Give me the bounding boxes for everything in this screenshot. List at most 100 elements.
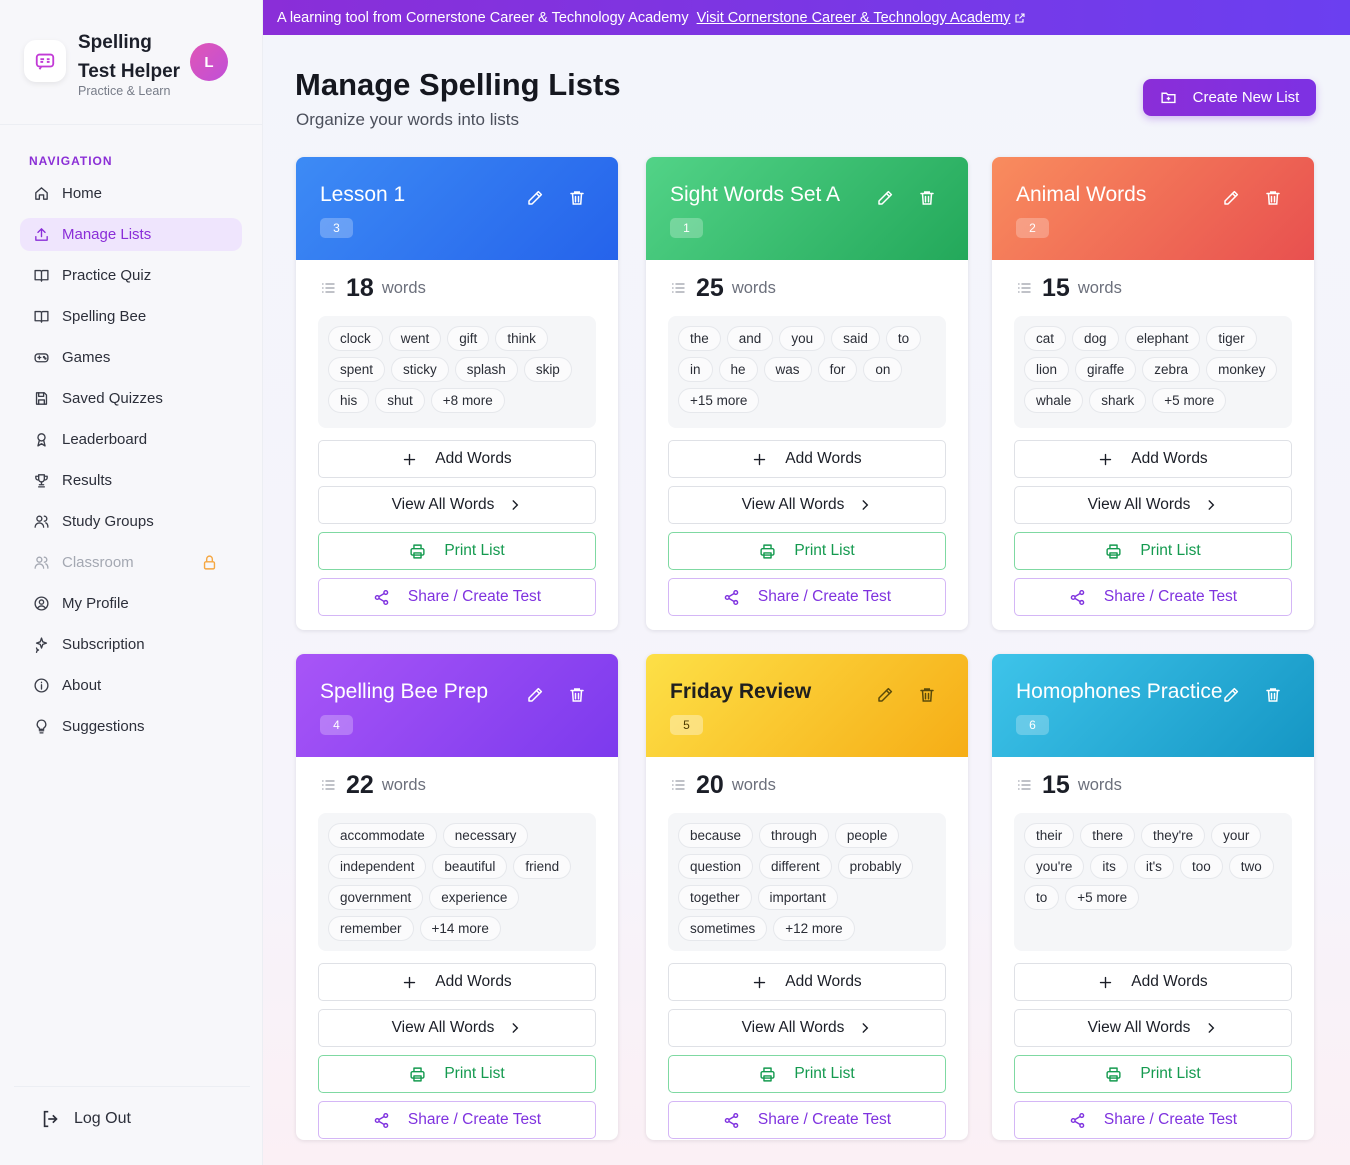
banner-link[interactable]: Visit Cornerstone Career & Technology Ac… xyxy=(697,10,1027,26)
share-icon xyxy=(374,589,389,605)
sidebar-item-my-profile[interactable]: My Profile xyxy=(20,587,242,620)
list-card: Sight Words Set A 1 25 words the and you said to… xyxy=(646,157,968,630)
edit-icon[interactable] xyxy=(1222,189,1240,207)
trash-icon[interactable] xyxy=(1264,686,1282,704)
view-all-words-button[interactable]: View All Words xyxy=(1014,486,1292,524)
card-title: Animal Words xyxy=(1016,183,1147,206)
view-all-words-button[interactable]: View All Words xyxy=(668,1009,946,1047)
print-list-button[interactable]: Print List xyxy=(668,1055,946,1093)
sidebar-item-label: Manage Lists xyxy=(62,226,152,243)
chevron-right-icon xyxy=(862,500,869,510)
page-title: Manage Spelling Lists xyxy=(295,67,621,102)
edit-icon[interactable] xyxy=(876,189,894,207)
sidebar: Spelling Test Helper Practice & Learn L … xyxy=(0,0,263,1165)
sidebar-item-suggestions[interactable]: Suggestions xyxy=(20,710,242,743)
plus-icon xyxy=(404,453,416,465)
print-list-button[interactable]: Print List xyxy=(1014,532,1292,570)
list-icon xyxy=(672,283,685,293)
sidebar-item-games[interactable]: Games xyxy=(20,341,242,374)
share-create-test-button[interactable]: Share / Create Test xyxy=(668,578,946,616)
view-all-words-button[interactable]: View All Words xyxy=(318,1009,596,1047)
word-chip: zebra xyxy=(1142,357,1201,382)
sidebar-item-leaderboard[interactable]: Leaderboard xyxy=(20,423,242,456)
create-new-list-button[interactable]: Create New List xyxy=(1143,79,1316,116)
share-create-test-button[interactable]: Share / Create Test xyxy=(1014,1101,1292,1139)
view-all-words-label: View All Words xyxy=(1087,1019,1191,1036)
sidebar-item-results[interactable]: Results xyxy=(20,464,242,497)
sidebar-item-subscription[interactable]: Subscription xyxy=(20,628,242,661)
word-chip: +12 more xyxy=(773,916,855,941)
trophy-icon xyxy=(35,474,48,488)
chevron-right-icon xyxy=(512,500,519,510)
word-count-label: words xyxy=(381,278,426,297)
word-count: 22 xyxy=(346,770,374,799)
print-list-button[interactable]: Print List xyxy=(1014,1055,1292,1093)
add-words-button[interactable]: Add Words xyxy=(668,963,946,1001)
edit-icon[interactable] xyxy=(526,686,544,704)
sidebar-item-home[interactable]: Home xyxy=(20,177,242,210)
banner-text: A learning tool from Cornerstone Career … xyxy=(277,9,689,26)
word-chip-list: clock went gift think spent sticky splash skip h… xyxy=(318,316,596,428)
list-card: Animal Words 2 15 words cat dog elephant tiger l… xyxy=(992,157,1314,630)
word-count: 20 xyxy=(696,770,724,799)
avatar[interactable]: L xyxy=(190,43,228,81)
logout-label: Log Out xyxy=(74,1110,131,1127)
logout-button[interactable]: Log Out xyxy=(40,1106,131,1132)
word-chip: through xyxy=(759,823,829,848)
card-title: Friday Review xyxy=(670,680,812,703)
trash-icon[interactable] xyxy=(568,686,586,704)
sidebar-item-manage-lists[interactable]: Manage Lists xyxy=(20,218,242,251)
user-circle-icon xyxy=(34,596,49,611)
add-words-button[interactable]: Add Words xyxy=(1014,963,1292,1001)
external-link-icon xyxy=(1015,12,1025,23)
word-chip: their xyxy=(1024,823,1075,848)
sidebar-item-about[interactable]: About xyxy=(20,669,242,702)
card-number-badge: 1 xyxy=(670,218,703,238)
add-words-label: Add Words xyxy=(785,450,862,467)
word-chip: his xyxy=(328,388,370,413)
word-count: 25 xyxy=(696,273,724,302)
trash-icon[interactable] xyxy=(918,686,936,704)
print-list-button[interactable]: Print List xyxy=(318,1055,596,1093)
word-chip-list: because through people question different pro… xyxy=(668,813,946,951)
book-icon xyxy=(34,310,49,323)
share-create-test-button[interactable]: Share / Create Test xyxy=(668,1101,946,1139)
share-create-test-label: Share / Create Test xyxy=(1103,588,1238,605)
sidebar-item-spelling-bee[interactable]: Spelling Bee xyxy=(20,300,242,333)
edit-icon[interactable] xyxy=(526,189,544,207)
plus-icon xyxy=(754,976,766,988)
share-create-test-button[interactable]: Share / Create Test xyxy=(318,1101,596,1139)
trash-icon[interactable] xyxy=(568,189,586,207)
edit-icon[interactable] xyxy=(1222,686,1240,704)
print-list-label: Print List xyxy=(444,542,505,559)
list-card: Homophones Practice 6 15 words their there the… xyxy=(992,654,1314,1140)
view-all-words-button[interactable]: View All Words xyxy=(1014,1009,1292,1047)
trash-icon[interactable] xyxy=(918,189,936,207)
sidebar-item-classroom[interactable]: Classroom xyxy=(20,546,242,579)
view-all-words-button[interactable]: View All Words xyxy=(668,486,946,524)
add-words-button[interactable]: Add Words xyxy=(1014,440,1292,478)
sidebar-item-study-groups[interactable]: Study Groups xyxy=(20,505,242,538)
chevron-right-icon xyxy=(1208,1023,1215,1033)
add-words-button[interactable]: Add Words xyxy=(318,440,596,478)
word-chip: cat xyxy=(1024,326,1067,351)
sidebar-item-label: Results xyxy=(62,472,113,489)
sidebar-item-practice-quiz[interactable]: Practice Quiz xyxy=(20,259,242,292)
share-create-test-button[interactable]: Share / Create Test xyxy=(318,578,596,616)
print-list-button[interactable]: Print List xyxy=(318,532,596,570)
word-chip: there xyxy=(1080,823,1136,848)
add-words-button[interactable]: Add Words xyxy=(318,963,596,1001)
card-body: 22 words accommodate necessary independent be… xyxy=(296,757,618,1139)
share-create-test-label: Share / Create Test xyxy=(1103,1111,1238,1128)
sidebar-item-saved-quizzes[interactable]: Saved Quizzes xyxy=(20,382,242,415)
trash-icon[interactable] xyxy=(1264,189,1282,207)
add-words-button[interactable]: Add Words xyxy=(668,440,946,478)
print-list-button[interactable]: Print List xyxy=(668,532,946,570)
view-all-words-button[interactable]: View All Words xyxy=(318,486,596,524)
word-chip: he xyxy=(718,357,758,382)
save-icon xyxy=(35,392,48,405)
word-chip: sometimes xyxy=(678,916,768,941)
word-chip: your xyxy=(1211,823,1262,848)
edit-icon[interactable] xyxy=(876,686,894,704)
share-create-test-button[interactable]: Share / Create Test xyxy=(1014,578,1292,616)
